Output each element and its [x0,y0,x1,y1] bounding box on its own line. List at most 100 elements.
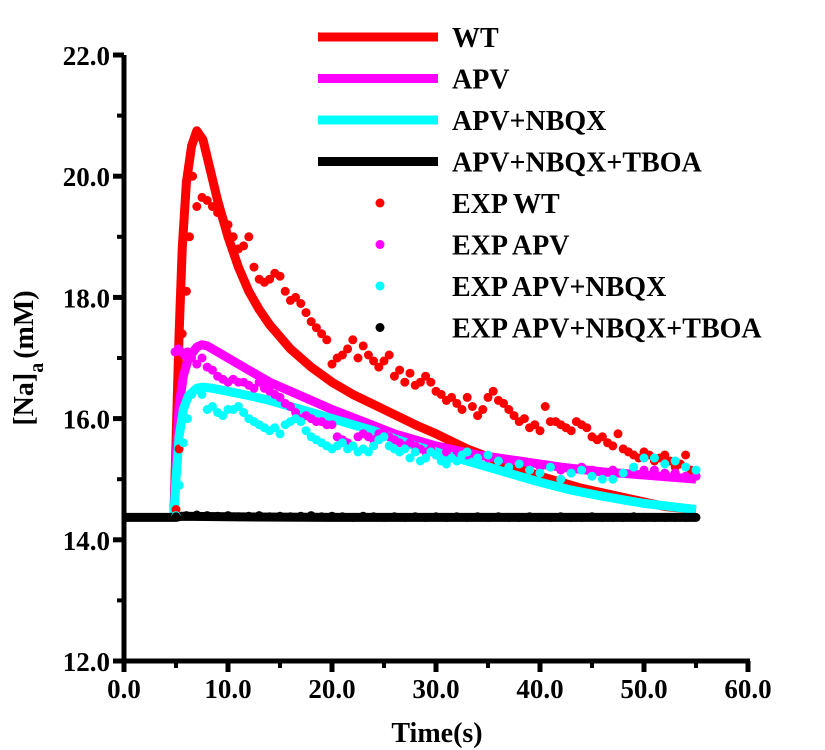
data-point-exp-apv [670,468,680,478]
data-point-exp-apv-nbqx [618,468,628,478]
legend-label: EXP WT [452,189,560,220]
x-tick-label: 40.0 [516,674,563,704]
data-point-exp-apv-nbqx [608,474,618,484]
data-point-exp-wt [192,202,202,211]
data-point-exp-apv-nbqx [192,383,202,393]
data-point-exp-wt [181,286,191,296]
data-point-exp-wt [311,323,321,333]
data-point-exp-apv-nbqx [270,423,280,433]
y-axis-title: [Na]a (mM) [9,290,48,425]
data-point-exp-apv-nbqx-tboa [358,511,368,521]
data-point-exp-apv-nbqx-tboa [545,512,555,522]
data-point-exp-wt [265,274,275,284]
data-point-exp-wt [244,232,254,242]
data-point-exp-wt [473,411,483,421]
legend-item-apv-nbqx-tboa: APV+NBQX+TBOA [318,148,702,179]
data-point-exp-apv-nbqx [577,465,587,475]
legend-swatch-point [375,198,385,208]
data-point-exp-wt [582,423,592,433]
data-point-exp-wt [213,208,223,218]
data-point-exp-wt [185,232,194,242]
data-point-exp-apv-nbqx [660,459,670,469]
data-point-exp-apv-nbqx-tboa [618,512,628,522]
data-point-exp-wt [566,426,576,436]
data-point-exp-apv-nbqx [504,462,514,472]
data-point-exp-apv-nbqx-tboa [171,512,181,522]
data-point-exp-apv-nbqx-tboa [337,512,347,522]
data-point-exp-wt [374,362,384,372]
data-point-exp-wt [400,377,410,387]
data-point-exp-apv-nbqx [348,441,358,451]
legend-item-apv: APV [318,65,510,96]
data-point-exp-apv-nbqx-tboa [452,512,462,522]
data-point-exp-apv-nbqx-tboa [681,512,691,522]
data-point-exp-apv-nbqx [670,456,680,466]
data-point-exp-apv-nbqx-tboa [608,512,618,522]
legend-label: APV [452,65,510,96]
data-point-exp-apv [681,471,691,481]
data-point-exp-wt [681,450,691,460]
data-point-exp-apv-nbqx-tboa [410,512,420,522]
legend-swatch-point [375,240,385,249]
data-point-exp-apv-nbqx-tboa [483,512,493,522]
data-point-exp-apv-nbqx-tboa [597,512,607,522]
data-point-exp-wt [597,432,607,442]
data-point-exp-apv-nbqx [296,417,306,427]
y-tick-label: 14.0 [63,526,110,556]
data-point-exp-wt [322,335,332,345]
data-point-exp-apv-nbqx-tboa [566,512,576,522]
legend-item-wt: WT [318,23,499,54]
data-point-exp-apv-nbqx [597,474,607,484]
data-point-exp-apv-nbqx-tboa [306,511,316,521]
data-point-exp-apv-nbqx-tboa [660,512,670,522]
data-point-exp-wt [660,450,670,460]
legend-item-exp-apv: EXP APV [375,231,569,262]
data-point-exp-wt [488,386,498,396]
data-point-exp-apv-nbqx [400,444,410,454]
data-point-exp-apv-nbqx [473,453,483,463]
data-point-exp-wt [353,353,363,363]
legend-label: APV+NBQX+TBOA [452,148,702,179]
data-point-exp-apv-nbqx [301,426,311,436]
legend: WT APV APV+NBQX APV+NBQX+TBOA EXP WT EXP APV E… [318,23,762,345]
data-point-exp-apv [639,465,649,475]
legend-label: APV+NBQX [452,106,606,137]
legend-swatch-point [375,323,385,332]
data-point-exp-wt [188,171,198,181]
data-point-exp-wt [363,350,373,360]
data-point-exp-apv-nbqx-tboa [421,512,431,522]
legend-label: EXP APV+NBQX [452,272,666,303]
data-point-exp-wt [202,195,212,205]
data-point-exp-apv [556,465,566,475]
data-point-exp-apv-nbqx-tboa [223,511,233,521]
data-point-exp-apv-nbqx-tboa [213,511,223,521]
data-point-exp-apv-nbqx [363,447,373,457]
data-point-exp-apv-nbqx [197,389,207,399]
data-point-exp-wt [327,359,337,369]
data-point-exp-apv-nbqx [681,462,691,472]
data-point-exp-apv-nbqx-tboa [317,512,327,522]
data-point-exp-apv-nbqx-tboa [670,512,680,522]
data-point-exp-apv-nbqx-tboa [462,512,472,522]
data-point-exp-apv [441,447,451,457]
legend-item-exp-apv-nbqx-tboa: EXP APV+NBQX+TBOA [375,314,762,345]
data-point-exp-apv-nbqx [405,453,415,463]
x-axis-title: Time(s) [391,718,482,749]
data-point-exp-apv-nbqx-tboa [639,512,649,522]
x-tick-label: 0.0 [107,674,141,704]
data-point-exp-apv [249,383,259,393]
data-point-exp-wt [483,392,493,402]
data-point-exp-apv [254,377,264,387]
x-tick-label: 30.0 [412,674,459,704]
data-point-exp-apv-nbqx-tboa [369,512,379,522]
y-tick-label: 22.0 [63,41,110,71]
legend-label: EXP APV+NBQX+TBOA [452,314,762,345]
data-point-exp-apv-nbqx-tboa [649,512,659,522]
data-point-exp-wt [499,398,509,408]
data-point-exp-apv [187,353,197,363]
data-point-exp-wt [301,308,311,318]
data-point-exp-wt [291,292,301,302]
data-point-exp-apv-nbqx [218,411,228,421]
data-point-exp-apv [608,465,618,475]
data-point-exp-apv-nbqx [556,474,566,484]
